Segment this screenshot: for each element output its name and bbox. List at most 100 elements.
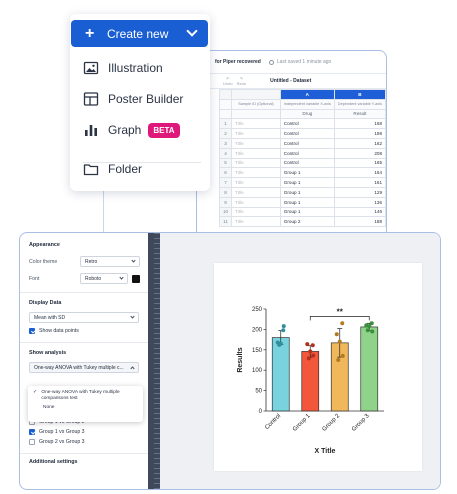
menu-item-graph[interactable]: Graph BETA — [83, 121, 180, 139]
image-icon — [83, 60, 99, 76]
y-tick-label: 250 — [252, 307, 263, 313]
table-row: 2 Title Control 198 — [218, 128, 386, 139]
save-status-text: Last saved 1 minute ago — [276, 59, 332, 65]
y-tick-label: 100 — [252, 368, 263, 374]
x-tick-label: Group 3 — [351, 413, 371, 433]
display-data-heading: Display Data — [29, 300, 62, 306]
row-number: 3 — [218, 137, 233, 149]
data-point — [308, 349, 313, 354]
undo-button[interactable]: ↶ Undo — [223, 76, 233, 86]
graph-editor-window: Appearance Color theme Retro Font Roboto… — [19, 232, 441, 490]
result-cell[interactable]: 188 — [333, 216, 386, 228]
group-cell[interactable]: Control — [279, 137, 335, 149]
checkbox-checked[interactable] — [29, 328, 35, 334]
table-row: 11 Title Group 2 188 — [218, 216, 386, 228]
sample-cell[interactable]: Title — [231, 157, 281, 169]
group-cell[interactable]: Control — [279, 128, 335, 139]
vertical-ruler — [148, 233, 160, 489]
graph-canvas: 0 50 100 150 200 250 Control Group 1 Group 2 Grou… — [160, 233, 440, 489]
result-cell[interactable]: 129 — [333, 186, 386, 198]
group-cell[interactable]: Group 1 — [279, 167, 335, 179]
data-point — [310, 343, 315, 348]
show-analysis-heading: Show analysis — [29, 350, 67, 356]
group-cell[interactable]: Control — [279, 118, 335, 130]
connector-line — [103, 190, 104, 232]
font-color-swatch[interactable] — [132, 274, 140, 283]
sample-cell[interactable]: Title — [231, 167, 281, 179]
sample-cell[interactable]: Title — [231, 186, 281, 198]
row-number: 8 — [218, 186, 233, 198]
table-row: 9 Title Group 1 136 — [218, 196, 386, 208]
sample-cell[interactable]: Title — [231, 137, 281, 149]
redo-button[interactable]: ↷ Redo — [236, 76, 247, 86]
menu-item-illustration[interactable]: Illustration — [83, 59, 163, 77]
result-cell[interactable]: 164 — [333, 167, 386, 179]
font-select[interactable]: Roboto — [80, 273, 128, 284]
column-a-header[interactable]: A — [279, 89, 335, 100]
create-new-button[interactable]: + Create new — [71, 20, 208, 47]
color-theme-select[interactable]: Retro — [80, 256, 140, 267]
create-new-label: Create new — [107, 26, 169, 41]
group-cell[interactable]: Group 1 — [279, 177, 335, 188]
additional-settings-heading[interactable]: Additional settings — [29, 459, 78, 465]
result-cell[interactable]: 162 — [333, 137, 386, 149]
table-row: 6 Title Group 1 164 — [218, 167, 386, 179]
column-b-header[interactable]: B — [333, 89, 386, 100]
result-cell[interactable]: 161 — [333, 177, 386, 188]
sample-cell[interactable]: Title — [231, 216, 281, 228]
sample-cell[interactable]: Title — [231, 177, 281, 188]
row-number: 5 — [218, 157, 233, 169]
chevron-down-icon[interactable] — [186, 25, 198, 37]
column-b-name[interactable]: Result — [333, 108, 386, 120]
data-point — [281, 328, 286, 333]
result-cell[interactable]: 198 — [333, 128, 386, 139]
dropdown-option-anova[interactable]: ✓ One-way ANOVA with Tukey multiple comp… — [33, 390, 120, 401]
column-a-desc: Independent variable X-axis — [279, 98, 335, 110]
y-axis-title: Results — [237, 347, 244, 372]
settings-panel: Appearance Color theme Retro Font Roboto… — [20, 233, 148, 489]
sample-cell[interactable]: Title — [231, 128, 281, 139]
data-point — [334, 332, 339, 337]
result-cell[interactable]: 168 — [333, 118, 386, 130]
graph-page[interactable]: 0 50 100 150 200 250 Control Group 1 Group 2 Grou… — [214, 263, 422, 471]
result-cell[interactable]: 165 — [333, 157, 386, 169]
group-cell[interactable]: Control — [279, 147, 335, 159]
group-cell[interactable]: Group 1 — [279, 206, 335, 218]
sample-cell[interactable]: Title — [231, 118, 281, 130]
display-data-select[interactable]: Mean with SD — [29, 312, 139, 323]
dropdown-option-none[interactable]: None — [43, 405, 55, 410]
group-cell[interactable]: Control — [279, 157, 335, 169]
menu-item-folder[interactable]: Folder — [83, 160, 142, 178]
group-cell[interactable]: Group 2 — [279, 216, 335, 228]
row-number: 9 — [218, 196, 233, 208]
data-point — [281, 324, 286, 329]
comparison-g2-g3[interactable]: Group 2 vs Group 3 — [29, 439, 140, 445]
create-new-menu: + Create new Illustration Poster Builder… — [70, 14, 210, 191]
comparison-list: Group 1 vs Group 2 Group 1 vs Group 3 Gr… — [29, 419, 140, 445]
comparison-g1-g3[interactable]: Group 1 vs Group 3 — [29, 429, 140, 435]
data-point — [311, 353, 316, 358]
y-tick-label: 50 — [255, 389, 262, 395]
menu-item-poster-builder[interactable]: Poster Builder — [83, 90, 183, 108]
result-cell[interactable]: 136 — [333, 196, 386, 208]
sample-cell[interactable]: Title — [231, 147, 281, 159]
show-points-checkbox[interactable]: Show data points — [29, 328, 140, 334]
appearance-heading: Appearance — [29, 242, 60, 248]
analysis-select[interactable]: One-way ANOVA with Tukey multiple c... — [29, 362, 139, 373]
column-a-name[interactable]: Drug — [279, 108, 335, 120]
beta-badge: BETA — [148, 122, 180, 138]
group-cell[interactable]: Group 1 — [279, 186, 335, 198]
result-cell[interactable]: 208 — [333, 147, 386, 159]
sample-cell[interactable]: Title — [231, 196, 281, 208]
data-grid: A B Sample ID (Optional) Independent var… — [218, 89, 386, 228]
chevron-down-icon — [130, 314, 135, 319]
group-cell[interactable]: Group 1 — [279, 196, 335, 208]
check-icon: ✓ — [33, 390, 38, 395]
result-cell[interactable]: 146 — [333, 206, 386, 218]
sheet-topbar: for Piper recovered Last saved 1 minute … — [197, 51, 386, 73]
chevron-up-icon — [130, 366, 135, 371]
row-number: 10 — [218, 206, 233, 218]
data-point — [278, 341, 283, 346]
table-row: 7 Title Group 1 161 — [218, 177, 386, 188]
sample-cell[interactable]: Title — [231, 206, 281, 218]
